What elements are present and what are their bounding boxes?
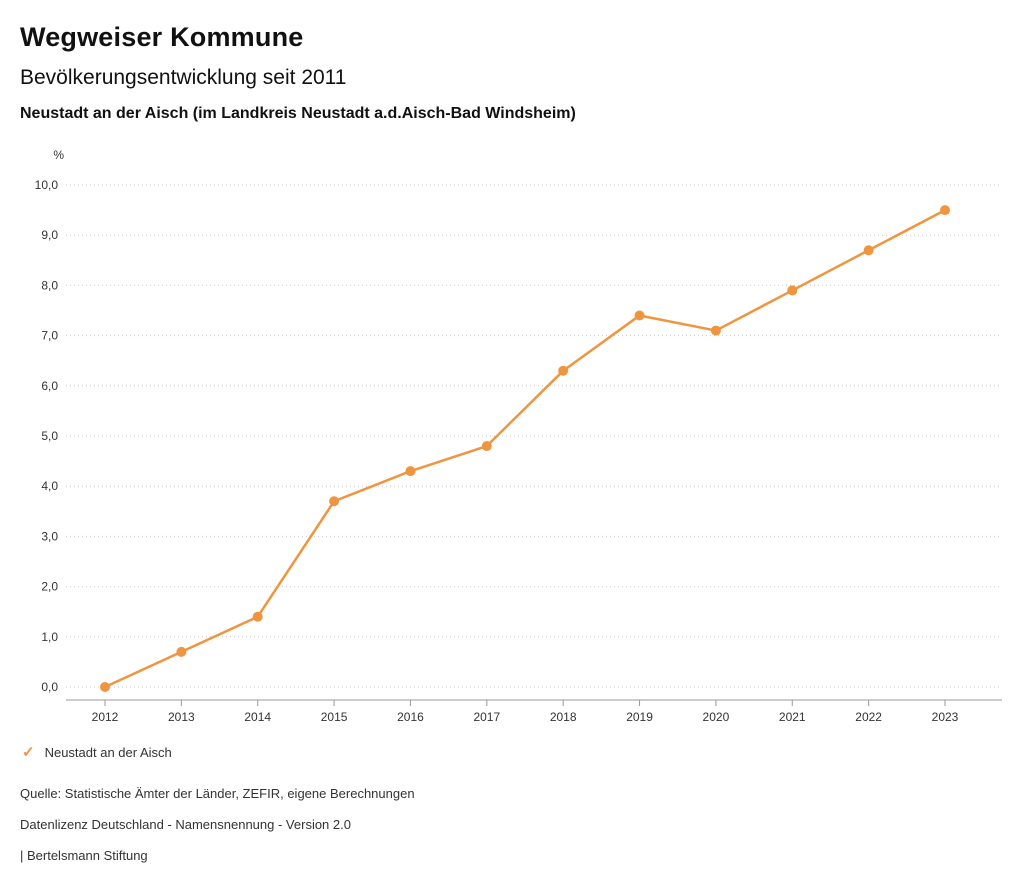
- x-tick-label: 2020: [703, 710, 730, 724]
- y-tick-label: 4,0: [41, 479, 58, 493]
- legend-label: Neustadt an der Aisch: [44, 745, 172, 760]
- data-point[interactable]: [863, 245, 874, 256]
- data-point[interactable]: [787, 285, 798, 296]
- x-tick-label: 2013: [168, 710, 195, 724]
- y-tick-label: 6,0: [41, 379, 58, 393]
- data-point[interactable]: [100, 682, 110, 692]
- y-tick-label: 7,0: [41, 329, 58, 343]
- y-tick-label: 0,0: [41, 680, 58, 694]
- x-tick-label: 2012: [92, 710, 119, 724]
- series-line: [103, 208, 947, 689]
- source-note: Quelle: Statistische Ämter der Länder, Z…: [20, 786, 415, 801]
- data-point[interactable]: [634, 310, 645, 321]
- attribution-note: | Bertelsmann Stiftung: [20, 848, 148, 863]
- x-tick-label: 2021: [779, 710, 806, 724]
- data-point[interactable]: [710, 325, 721, 336]
- x-tick-label: 2023: [932, 710, 959, 724]
- data-point[interactable]: [252, 611, 263, 622]
- y-tick-label: 3,0: [41, 529, 58, 543]
- x-tick-label: 2014: [244, 710, 271, 724]
- y-tick-label: 10,0: [35, 178, 59, 192]
- data-point[interactable]: [176, 646, 187, 657]
- x-tick-label: 2022: [855, 710, 882, 724]
- y-tick-label: 2,0: [41, 580, 58, 594]
- data-point[interactable]: [481, 441, 492, 452]
- legend-check-icon: ✓: [22, 744, 35, 761]
- x-tick-label: 2015: [321, 710, 348, 724]
- app-title: Wegweiser Kommune: [20, 22, 304, 52]
- x-tick-label: 2017: [473, 710, 500, 724]
- data-point[interactable]: [940, 205, 950, 216]
- y-tick-label: 9,0: [41, 228, 58, 242]
- x-tick-label: 2016: [397, 710, 424, 724]
- license-note: Datenlizenz Deutschland - Namensnennung …: [20, 817, 351, 832]
- line-chart: % 0,0 1,0 2,0 3,0 4,0 5,0 6,0 7,0 8,0 9,0 10,0 2012 2…: [35, 148, 1002, 724]
- x-tick-label: 2019: [626, 710, 653, 724]
- y-tick-label: 8,0: [41, 278, 58, 292]
- data-point[interactable]: [405, 466, 416, 477]
- data-point[interactable]: [558, 365, 569, 376]
- chart-area: % 0,0 1,0 2,0 3,0 4,0 5,0 6,0 7,0 8,0 9,0 10,0 2012 2…: [0, 140, 1024, 732]
- y-tick-label: 5,0: [41, 429, 58, 443]
- y-tick-label: 1,0: [41, 630, 58, 644]
- chart-region-title: Neustadt an der Aisch (im Landkreis Neus…: [20, 105, 576, 122]
- legend-item-neustadt[interactable]: ✓ Neustadt an der Aisch: [22, 745, 172, 760]
- y-axis-unit-label: %: [53, 148, 64, 162]
- x-tick-label: 2018: [550, 710, 577, 724]
- chart-subtitle: Bevölkerungsentwicklung seit 2011: [20, 66, 347, 89]
- data-point[interactable]: [329, 496, 340, 507]
